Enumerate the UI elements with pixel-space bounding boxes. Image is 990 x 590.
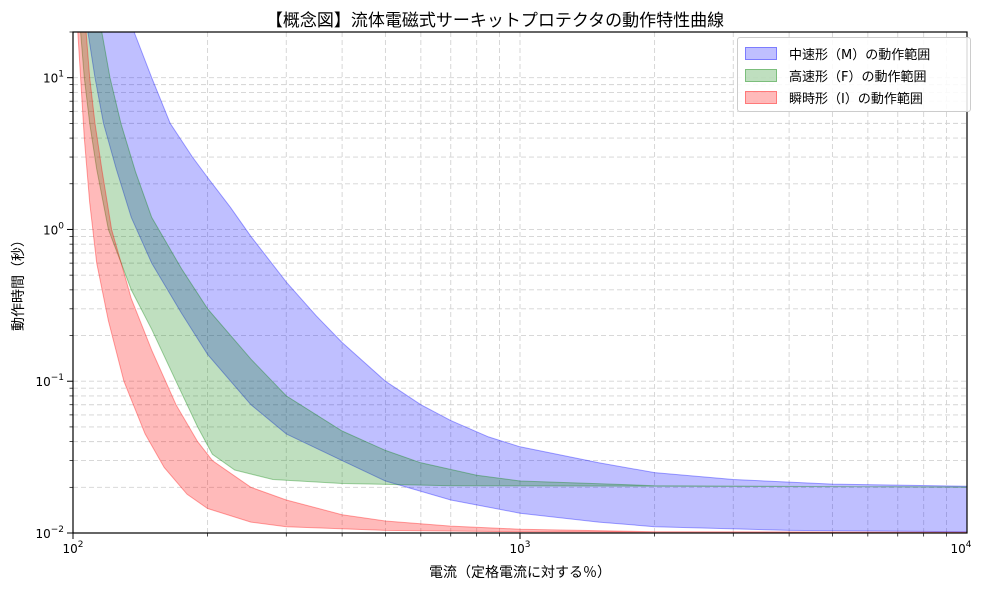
grid-lines (73, 32, 967, 533)
legend: 中速形（M）の動作範囲 高速形（F）の動作範囲 瞬時形（I）の動作範囲 (737, 37, 971, 112)
legend-label: 瞬時形（I）の動作範囲 (789, 91, 923, 107)
tick-label: 101 (43, 70, 64, 86)
y-axis-label: 動作時間（秒） (11, 233, 27, 331)
tick-label: 100 (43, 221, 64, 237)
legend-item-medium: 中速形（M）の動作範囲 (738, 42, 970, 64)
legend-swatch-red (745, 90, 777, 104)
tick-label: 102 (62, 540, 83, 556)
legend-swatch-green (745, 68, 777, 82)
chart-title: 【概念図】流体電磁式サーキットプロテクタの動作特性曲線 (265, 11, 725, 31)
legend-item-instant: 瞬時形（I）の動作範囲 (738, 86, 970, 108)
x-axis-label: 電流（定格電流に対する％） (429, 565, 611, 581)
tick-label: 10−1 (35, 373, 64, 389)
tick-label: 10−2 (35, 525, 64, 541)
legend-item-fast: 高速形（F）の動作範囲 (738, 64, 970, 86)
tick-label: 103 (509, 540, 530, 556)
axis-ticks: 102 103 104 10−2 10−1 100 101 (35, 31, 972, 556)
legend-label: 中速形（M）の動作範囲 (789, 47, 931, 63)
tick-label: 104 (950, 540, 971, 556)
legend-label: 高速形（F）の動作範囲 (789, 69, 927, 85)
legend-swatch-blue (745, 46, 777, 60)
